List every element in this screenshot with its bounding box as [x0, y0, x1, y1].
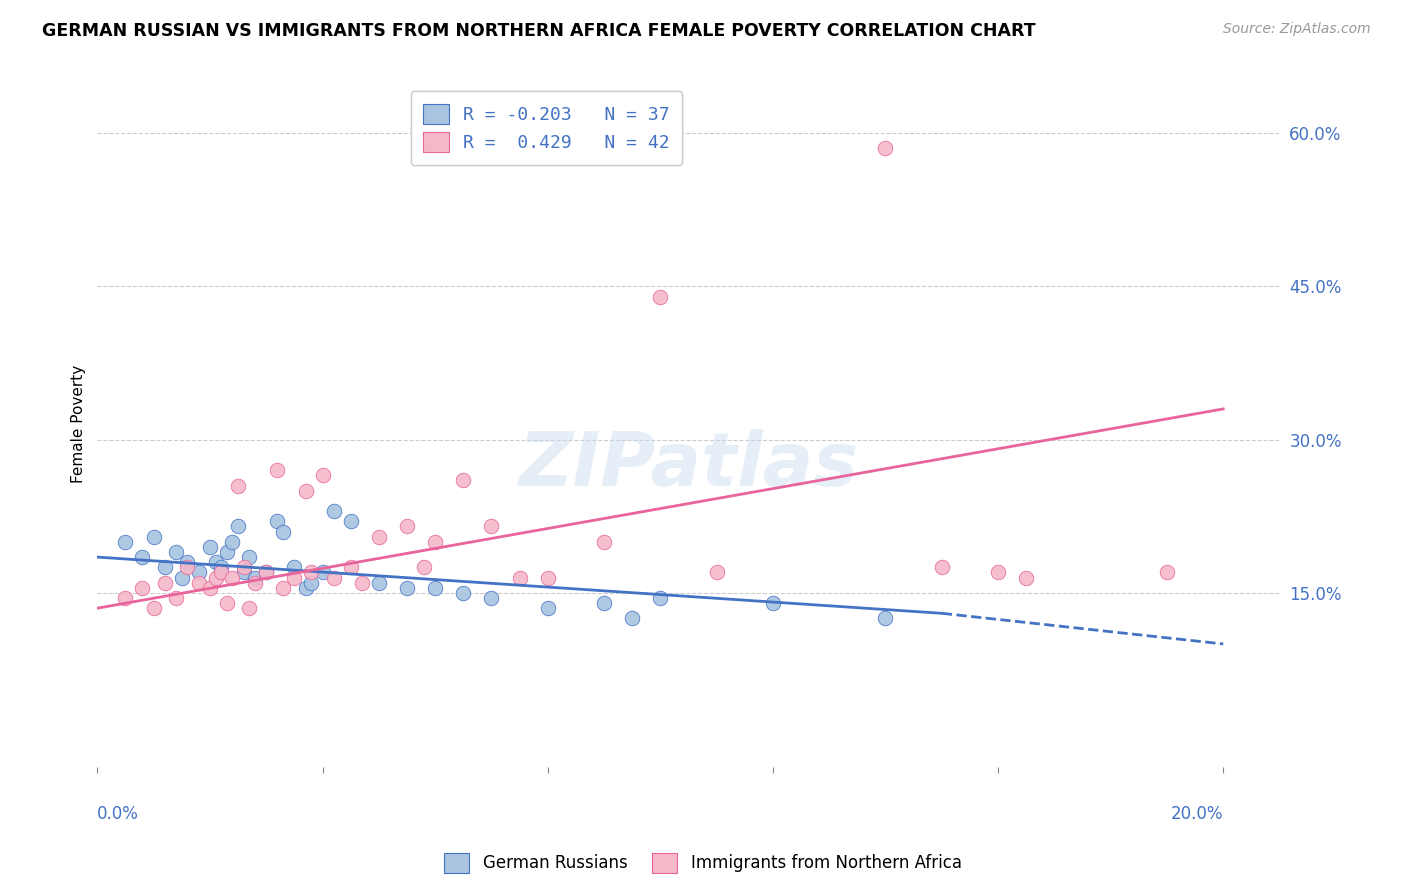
Point — [243, 570, 266, 584]
Legend: R = -0.203   N = 37, R =  0.429   N = 42: R = -0.203 N = 37, R = 0.429 N = 42 — [411, 91, 682, 165]
Point — [987, 566, 1010, 580]
Point — [165, 591, 187, 605]
Point — [931, 560, 953, 574]
Point — [187, 575, 209, 590]
Point — [593, 596, 616, 610]
Point — [423, 581, 446, 595]
Point — [537, 601, 560, 615]
Point — [215, 545, 238, 559]
Point — [299, 575, 322, 590]
Point — [367, 530, 389, 544]
Text: 0.0%: 0.0% — [97, 805, 139, 823]
Point — [232, 560, 254, 574]
Point — [266, 514, 288, 528]
Point — [254, 566, 277, 580]
Point — [153, 575, 176, 590]
Point — [131, 550, 153, 565]
Point — [221, 534, 243, 549]
Point — [238, 550, 260, 565]
Point — [226, 478, 249, 492]
Point — [226, 519, 249, 533]
Point — [238, 601, 260, 615]
Point — [294, 581, 316, 595]
Point — [294, 483, 316, 498]
Point — [339, 514, 361, 528]
Point — [621, 611, 644, 625]
Point — [650, 591, 672, 605]
Point — [1156, 566, 1178, 580]
Point — [350, 575, 373, 590]
Point — [451, 586, 474, 600]
Point — [153, 560, 176, 574]
Point — [481, 591, 503, 605]
Point — [254, 566, 277, 580]
Point — [266, 463, 288, 477]
Point — [706, 566, 728, 580]
Point — [209, 566, 232, 580]
Y-axis label: Female Poverty: Female Poverty — [72, 365, 86, 483]
Point — [509, 570, 531, 584]
Point — [481, 519, 503, 533]
Point — [142, 530, 165, 544]
Text: GERMAN RUSSIAN VS IMMIGRANTS FROM NORTHERN AFRICA FEMALE POVERTY CORRELATION CHA: GERMAN RUSSIAN VS IMMIGRANTS FROM NORTHE… — [42, 22, 1036, 40]
Point — [311, 468, 333, 483]
Point — [215, 596, 238, 610]
Point — [204, 555, 226, 569]
Point — [412, 560, 434, 574]
Text: ZIPatlas: ZIPatlas — [519, 429, 859, 502]
Point — [395, 519, 418, 533]
Point — [243, 575, 266, 590]
Point — [114, 534, 136, 549]
Point — [221, 570, 243, 584]
Point — [451, 474, 474, 488]
Point — [423, 534, 446, 549]
Point — [131, 581, 153, 595]
Point — [283, 570, 305, 584]
Point — [395, 581, 418, 595]
Point — [322, 504, 344, 518]
Point — [198, 581, 221, 595]
Point — [142, 601, 165, 615]
Point — [367, 575, 389, 590]
Point — [204, 570, 226, 584]
Point — [875, 141, 897, 155]
Point — [283, 560, 305, 574]
Point — [232, 566, 254, 580]
Point — [271, 524, 294, 539]
Text: 20.0%: 20.0% — [1171, 805, 1223, 823]
Point — [176, 560, 198, 574]
Legend: German Russians, Immigrants from Northern Africa: German Russians, Immigrants from Norther… — [437, 847, 969, 880]
Point — [209, 560, 232, 574]
Point — [299, 566, 322, 580]
Point — [114, 591, 136, 605]
Point — [271, 581, 294, 595]
Point — [165, 545, 187, 559]
Point — [311, 566, 333, 580]
Point — [176, 555, 198, 569]
Point — [762, 596, 785, 610]
Point — [537, 570, 560, 584]
Point — [170, 570, 193, 584]
Point — [593, 534, 616, 549]
Point — [650, 289, 672, 303]
Point — [875, 611, 897, 625]
Point — [339, 560, 361, 574]
Point — [198, 540, 221, 554]
Text: Source: ZipAtlas.com: Source: ZipAtlas.com — [1223, 22, 1371, 37]
Point — [322, 570, 344, 584]
Point — [1015, 570, 1038, 584]
Point — [187, 566, 209, 580]
